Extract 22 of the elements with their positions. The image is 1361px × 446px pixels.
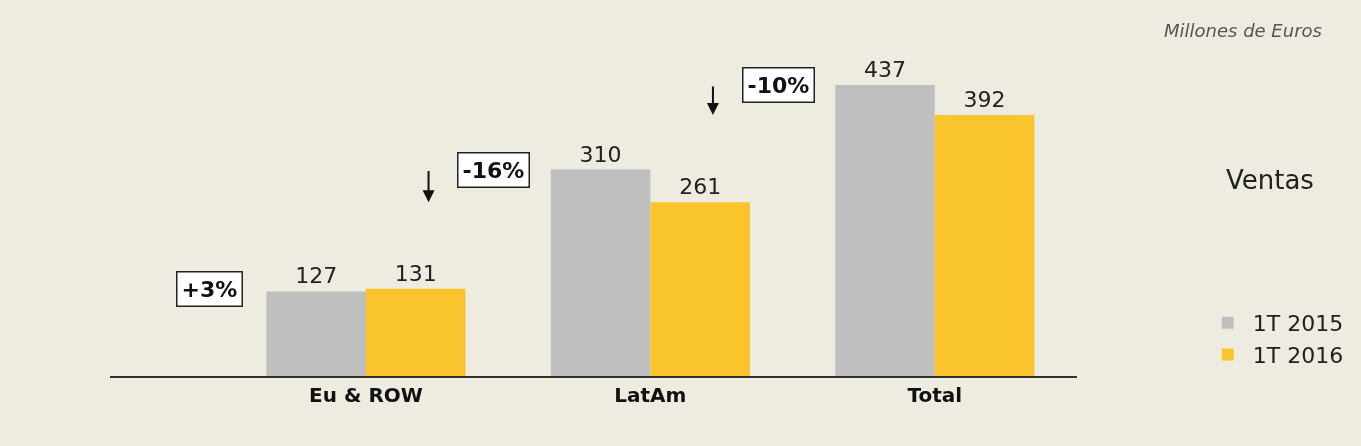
bar xyxy=(365,288,466,376)
annotation: -16% xyxy=(462,157,525,183)
x-tick-label: Total xyxy=(907,383,963,407)
data-label: 392 xyxy=(963,86,1006,112)
data-label: 261 xyxy=(679,174,722,200)
legend-label: 1T 2016 xyxy=(1252,342,1344,368)
annotation: -10% xyxy=(747,72,810,98)
text: Millones de Euros xyxy=(1164,20,1322,41)
bar xyxy=(835,84,935,376)
annotation: +3% xyxy=(181,276,238,302)
x-tick-label: LatAm xyxy=(614,383,687,407)
x-tick-label: Eu & ROW xyxy=(309,383,423,407)
data-label: 310 xyxy=(579,141,622,167)
bar xyxy=(650,202,750,376)
bar xyxy=(550,169,651,376)
bar xyxy=(934,114,1035,376)
data-label: 131 xyxy=(394,260,437,286)
bar xyxy=(266,291,366,376)
data-label: 437 xyxy=(864,56,907,82)
text: Ventas xyxy=(1226,165,1314,195)
data-label: 127 xyxy=(295,263,338,289)
legend-label: 1T 2015 xyxy=(1252,311,1344,337)
